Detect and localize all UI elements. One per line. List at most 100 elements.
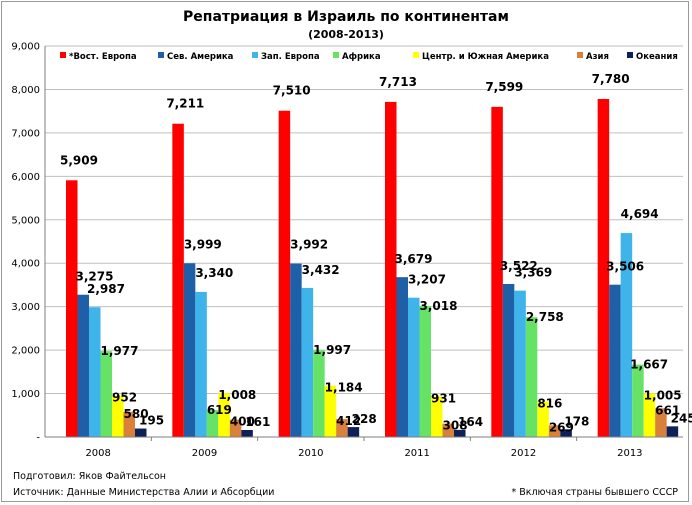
bar	[229, 419, 242, 437]
bar	[408, 297, 420, 437]
data-label: 4,694	[621, 207, 659, 221]
bar	[66, 180, 78, 437]
bar	[431, 396, 443, 437]
data-label: 269	[549, 420, 574, 434]
prepared-by: Подготовил: Яков Файтельсон	[13, 471, 166, 482]
legend-swatch	[252, 52, 258, 58]
legend-label: Центр. и Южная Америка	[422, 52, 549, 62]
y-tick-label: 8,000	[11, 85, 40, 96]
legend-swatch	[60, 52, 66, 58]
y-tick-label: 2,000	[11, 346, 40, 357]
data-label: 245	[671, 411, 692, 425]
bar	[183, 263, 196, 437]
data-label: 178	[564, 414, 589, 428]
data-label: 1,008	[218, 388, 256, 402]
bar	[385, 101, 397, 438]
bar	[89, 307, 101, 437]
x-tick-label: 2009	[192, 448, 217, 459]
bar	[620, 233, 633, 437]
data-label: 228	[352, 412, 377, 426]
bar	[442, 423, 454, 437]
data-label: 161	[245, 415, 270, 429]
chart-title: Репатриация в Израиль по континентам	[183, 9, 509, 25]
legend-label: Зап. Европа	[261, 52, 320, 62]
data-label: 1,997	[313, 343, 351, 357]
data-label: 3,207	[408, 273, 446, 287]
y-tick-label: 3,000	[11, 302, 40, 313]
data-label: 7,510	[273, 84, 311, 98]
x-tick-label: 2010	[298, 448, 323, 459]
data-label: 931	[431, 392, 456, 406]
data-label: 7,780	[592, 72, 630, 86]
data-label: 195	[139, 414, 164, 428]
data-label: 619	[207, 403, 232, 417]
data-label: 308	[443, 419, 468, 433]
bar	[290, 263, 302, 437]
bar	[655, 408, 667, 437]
bar	[100, 351, 112, 437]
data-label: 3,999	[184, 237, 222, 251]
data-label: 400	[230, 415, 255, 429]
bar	[597, 99, 610, 437]
y-tick-label: 9,000	[11, 42, 40, 53]
gridlines	[45, 45, 683, 395]
x-axis-ticks: 2008 2009 2010 2011 2012 2013	[85, 448, 642, 459]
data-label: 5,909	[60, 153, 98, 167]
legend-label: Сев. Америка	[167, 52, 234, 62]
legend-swatch	[333, 52, 339, 58]
legend-swatch	[413, 52, 419, 58]
chart-subtitle: (2008-2013)	[308, 28, 384, 41]
data-label: 3,992	[290, 238, 328, 252]
bar	[666, 426, 679, 437]
bar	[525, 317, 538, 437]
x-tick-label: 2012	[511, 448, 536, 459]
data-label: 7,713	[379, 75, 417, 89]
data-label: 7,211	[166, 97, 204, 111]
legend-swatch	[577, 52, 583, 58]
data-label: 1,184	[325, 381, 363, 395]
data-label: 164	[458, 415, 483, 429]
data-label: 3,522	[500, 259, 538, 273]
data-label: 1,977	[101, 344, 139, 358]
bar	[347, 427, 360, 437]
bar	[172, 123, 184, 438]
legend-swatch	[627, 52, 633, 58]
bar	[419, 305, 431, 437]
source-note: Источник: Данные Министерства Алии и Абс…	[13, 487, 274, 498]
y-tick-label: 7,000	[11, 128, 40, 139]
data-label: 816	[537, 397, 562, 411]
legend-label: Океания	[636, 52, 678, 62]
bar	[135, 428, 147, 437]
legend-label: Африка	[342, 52, 381, 62]
bar	[336, 419, 348, 437]
data-label: 412	[336, 414, 361, 428]
bar	[632, 364, 644, 437]
bar	[643, 393, 656, 437]
bar	[278, 110, 291, 437]
data-label: 3,369	[514, 266, 552, 280]
bar	[537, 401, 549, 437]
y-tick-label: 4,000	[11, 259, 40, 270]
bar	[77, 294, 89, 437]
data-labels: 5,909 7,211 7,510 7,713 7,599 7,780 3,275 3,999…	[60, 72, 692, 434]
x-tick-label: 2008	[85, 448, 110, 459]
bars	[66, 99, 679, 438]
bar	[548, 425, 561, 437]
data-label: 1,667	[630, 358, 668, 372]
data-label: 2,987	[87, 282, 125, 296]
bar	[195, 291, 207, 437]
x-tick-label: 2013	[617, 448, 642, 459]
data-label: 3,432	[302, 263, 340, 277]
data-label: 3,679	[395, 252, 433, 266]
legend-label: Азия	[586, 52, 609, 62]
bar	[241, 430, 253, 437]
y-tick-label: 5,000	[11, 215, 40, 226]
data-label: 3,275	[76, 270, 114, 284]
footnote: * Включая страны бывшего СССР	[511, 487, 678, 498]
data-label: 3,506	[606, 260, 644, 274]
y-tick-label: 1,000	[11, 389, 40, 400]
bar	[301, 287, 314, 437]
bar	[454, 429, 466, 437]
